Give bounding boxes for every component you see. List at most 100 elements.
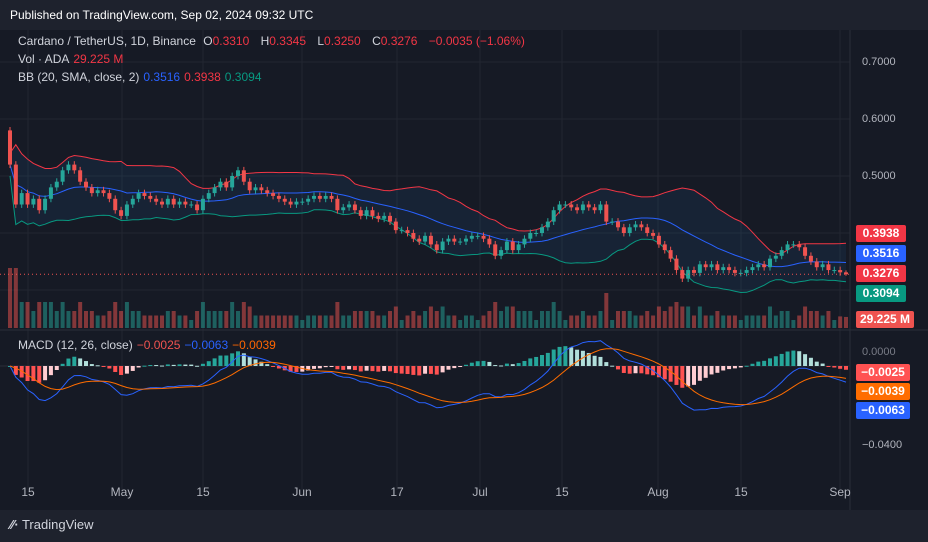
macd-histogram-bar	[504, 363, 509, 366]
macd-histogram-bar	[276, 366, 281, 369]
volume-bar	[364, 311, 369, 328]
macd-histogram-bar	[48, 366, 53, 376]
macd-histogram-bar	[364, 366, 369, 371]
candle-body	[148, 195, 153, 199]
candle-body	[440, 241, 445, 251]
volume-bar	[674, 302, 679, 328]
candle-body	[370, 210, 375, 216]
candle-body	[19, 193, 24, 205]
volume-bar	[72, 311, 77, 328]
macd-hist-tag: −0.0025	[856, 364, 910, 381]
volume-bar	[610, 320, 615, 328]
macd-histogram-bar	[844, 366, 848, 370]
candle-body	[393, 221, 398, 231]
macd-histogram-bar	[803, 354, 808, 366]
candle-body	[768, 258, 772, 268]
candle-body	[195, 204, 200, 211]
symbol-title: Cardano / TetherUS, 1D, Binance	[18, 34, 196, 48]
volume-bar	[218, 311, 223, 328]
chart-svg[interactable]	[0, 30, 928, 510]
macd-histogram-bar	[335, 366, 340, 370]
volume-bar	[317, 315, 322, 328]
macd-histogram-bar	[370, 366, 375, 372]
volume-bar	[697, 306, 702, 328]
volume-bar	[756, 315, 761, 328]
candle-body	[399, 230, 404, 232]
volume-bar	[393, 306, 398, 328]
volume-bar	[13, 268, 18, 328]
macd-histogram-bar	[464, 364, 468, 366]
macd-histogram-bar	[703, 366, 708, 378]
volume-bar	[230, 302, 235, 328]
low-value: 0.3250	[324, 34, 361, 48]
candle-body	[160, 201, 164, 205]
volume-bar	[452, 315, 457, 328]
candle-body	[142, 193, 147, 196]
candle-body	[177, 201, 182, 205]
macd-histogram-bar	[516, 363, 521, 366]
candle-body	[382, 215, 387, 219]
macd-histogram-bar	[768, 358, 772, 366]
macd-histogram-bar	[113, 366, 118, 372]
volume-bar	[779, 311, 784, 328]
open-value: 0.3310	[212, 34, 250, 48]
volume-bar	[241, 302, 246, 328]
volume-bar	[84, 311, 88, 328]
volume-bar	[54, 311, 59, 328]
published-header: Published on TradingView.com, Sep 02, 20…	[0, 0, 928, 30]
price-tick: 0.5000	[862, 170, 896, 182]
candle-body	[814, 261, 819, 268]
macd-histogram-bar	[610, 365, 615, 367]
candle-body	[119, 210, 124, 216]
candle-body	[236, 170, 240, 176]
o-label: O	[203, 34, 213, 48]
candle-body	[347, 204, 352, 208]
volume-bar	[487, 311, 492, 328]
bb-basis-value: 0.3516	[143, 70, 181, 84]
volume-bar	[259, 315, 264, 328]
macd-histogram-bar	[171, 364, 176, 366]
macd-histogram-bar	[604, 362, 609, 366]
macd-histogram-bar	[218, 355, 223, 366]
macd-histogram-bar	[721, 366, 726, 371]
volume-bar	[540, 311, 544, 328]
l-label: L	[317, 34, 325, 48]
macd-histogram-bar	[715, 366, 720, 373]
volume-bar	[312, 315, 316, 328]
close-price-tag: 0.3276	[856, 265, 906, 282]
volume-bar	[101, 315, 106, 328]
candle-body	[294, 201, 299, 205]
volume-bar	[522, 311, 527, 328]
macd-histogram-bar	[148, 364, 153, 366]
candle-body	[25, 193, 30, 205]
candle-body	[528, 233, 533, 239]
candle-body	[84, 181, 88, 188]
candle-body	[276, 195, 281, 199]
volume-bar	[113, 302, 118, 328]
macd-histogram-bar	[78, 358, 83, 366]
macd-histogram-bar	[84, 361, 88, 366]
volume-bar	[627, 311, 632, 328]
macd-histogram-bar	[288, 366, 293, 372]
volume-bar	[200, 302, 205, 328]
candle-body	[417, 238, 422, 242]
volume-bar	[276, 315, 281, 328]
chart-area[interactable]: Cardano / TetherUS, 1D, Binance O0.3310 …	[0, 30, 928, 510]
candle-body	[808, 255, 813, 262]
tradingview-logo-icon: ⁄⁄∙	[10, 517, 18, 532]
candle-body	[627, 227, 632, 233]
macd-histogram-bar	[253, 359, 258, 366]
volume-bar	[475, 320, 480, 328]
volume-bar	[469, 315, 474, 328]
candle-body	[721, 267, 726, 271]
candle-body	[826, 264, 831, 271]
volume-bar	[721, 315, 726, 328]
macd-histogram-bar	[347, 366, 352, 370]
macd-histogram-bar	[826, 366, 831, 367]
candle-body	[335, 198, 340, 211]
candle-body	[124, 204, 129, 216]
volume-bar	[294, 315, 299, 328]
volume-bar	[662, 311, 667, 328]
candle-body	[224, 181, 229, 188]
macd-histogram-bar	[475, 361, 480, 366]
